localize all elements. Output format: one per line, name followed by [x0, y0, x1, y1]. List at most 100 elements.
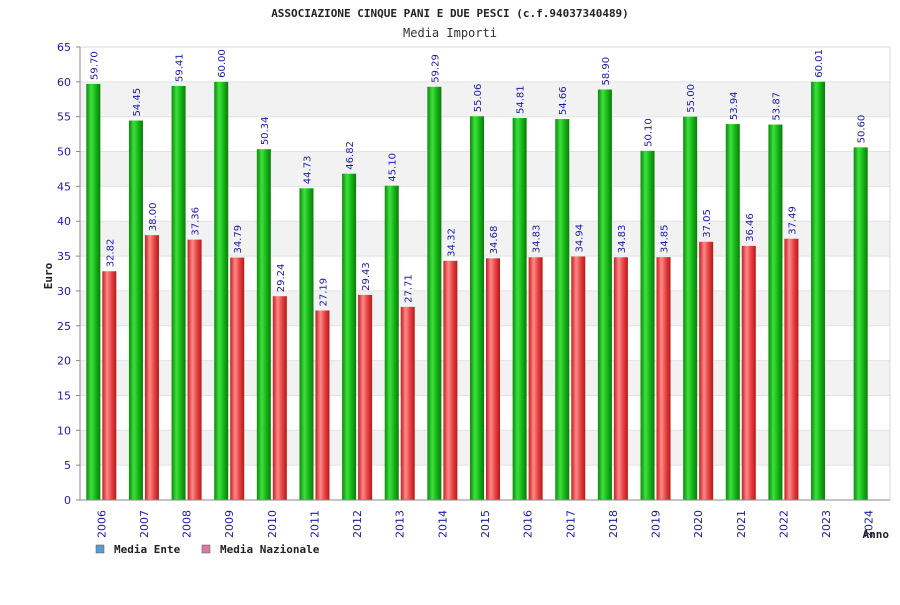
x-tick-label: 2023: [820, 510, 833, 538]
value-label: 60.00: [217, 49, 228, 78]
bar-media-ente-2012: [342, 173, 357, 500]
y-tick-label: 5: [64, 459, 71, 472]
x-tick-label: 2016: [522, 510, 535, 538]
legend: Media Ente Media Nazionale: [95, 543, 320, 556]
bar-media-ente-2008: [171, 85, 186, 500]
value-label: 58.90: [601, 57, 612, 86]
value-label: 37.36: [191, 207, 202, 236]
value-label: 53.87: [771, 92, 782, 121]
y-tick-label: 50: [57, 146, 71, 159]
value-label: 50.60: [857, 115, 868, 144]
bar-media-nazionale-2020: [699, 241, 714, 501]
x-tick-label: 2011: [308, 510, 321, 538]
x-tick-label: 2021: [735, 510, 748, 538]
value-label: 37.49: [787, 206, 798, 235]
x-tick-label: 2019: [650, 510, 663, 538]
y-tick-label: 35: [57, 250, 71, 263]
bar-media-ente-2009: [214, 81, 229, 500]
value-label: 34.32: [446, 228, 457, 257]
x-axis-label: Anno: [863, 528, 890, 541]
bar-media-nazionale-2021: [741, 245, 756, 500]
legend-swatch-media-nazionale: [201, 544, 211, 554]
value-label: 34.83: [617, 225, 628, 254]
value-label: 34.94: [574, 224, 585, 253]
y-tick-label: 25: [57, 320, 71, 333]
bar-media-nazionale-2019: [656, 257, 671, 500]
value-label: 34.83: [532, 225, 543, 254]
value-label: 54.66: [558, 86, 569, 115]
bar-media-ente-2006: [86, 83, 101, 500]
value-label: 32.82: [105, 239, 116, 268]
bar-media-nazionale-2007: [144, 235, 159, 500]
bar-media-nazionale-2017: [571, 256, 586, 500]
y-tick-label: 55: [57, 111, 71, 124]
y-tick-label: 60: [57, 76, 71, 89]
bar-media-nazionale-2018: [613, 257, 628, 500]
bar-media-ente-2024: [853, 147, 868, 500]
x-tick-label: 2012: [351, 510, 364, 538]
value-label: 29.24: [276, 264, 287, 293]
value-label: 29.43: [361, 262, 372, 291]
value-label: 54.45: [132, 88, 143, 117]
x-tick-label: 2008: [181, 510, 194, 538]
value-label: 59.41: [175, 53, 186, 82]
x-tick-label: 2014: [436, 510, 449, 538]
x-tick-label: 2013: [394, 510, 407, 538]
value-label: 46.82: [345, 141, 356, 170]
value-label: 27.19: [318, 278, 329, 307]
value-label: 34.79: [233, 225, 244, 254]
bar-media-nazionale-2006: [102, 271, 117, 500]
value-label: 59.70: [89, 51, 100, 80]
bar-media-nazionale-2011: [315, 310, 330, 500]
value-label: 55.06: [473, 84, 484, 113]
bar-media-nazionale-2016: [528, 257, 543, 500]
y-tick-label: 20: [57, 355, 71, 368]
bar-media-ente-2020: [683, 116, 698, 500]
x-tick-label: 2018: [607, 510, 620, 538]
x-tick-label: 2024: [863, 510, 876, 538]
legend-label-media-nazionale: Media Nazionale: [220, 543, 320, 556]
x-tick-label: 2009: [223, 510, 236, 538]
value-label: 45.10: [388, 153, 399, 182]
y-tick-label: 0: [64, 494, 71, 507]
bar-media-nazionale-2014: [443, 260, 458, 500]
grid-band: [80, 47, 890, 82]
value-label: 59.29: [430, 54, 441, 83]
y-tick-label: 30: [57, 285, 71, 298]
bar-media-nazionale-2009: [230, 257, 245, 500]
y-tick-label: 10: [57, 424, 71, 437]
bar-media-nazionale-2015: [486, 258, 500, 500]
bar-media-nazionale-2010: [272, 296, 287, 500]
value-label: 50.34: [260, 117, 271, 146]
bar-media-ente-2010: [256, 149, 271, 500]
value-label: 44.73: [302, 156, 313, 185]
grid-band: [80, 81, 890, 117]
bar-media-ente-2016: [512, 118, 527, 500]
bar-media-ente-2019: [640, 150, 655, 500]
y-tick-label: 40: [57, 215, 71, 228]
x-tick-label: 2015: [479, 510, 492, 538]
x-tick-label: 2010: [266, 510, 279, 538]
bar-media-ente-2011: [299, 188, 314, 501]
y-axis-label: Euro: [42, 262, 55, 289]
bar-media-nazionale-2022: [784, 238, 799, 500]
legend-swatch-media-ente: [95, 544, 105, 554]
bar-media-ente-2014: [427, 86, 442, 500]
y-tick-label: 15: [57, 389, 71, 402]
value-labels: 59.70 32.82 54.45 38.00 59.41 37.36 60.00 34.79…: [89, 49, 867, 306]
bar-media-ente-2007: [128, 120, 143, 500]
value-label: 34.68: [489, 226, 500, 255]
value-label: 38.00: [148, 203, 159, 232]
bar-media-ente-2015: [470, 116, 484, 500]
value-label: 55.00: [686, 84, 697, 113]
x-tick-label: 2006: [95, 510, 108, 538]
value-label: 27.71: [404, 274, 415, 303]
x-tick-label: 2020: [692, 510, 705, 538]
bars: [86, 81, 868, 501]
value-label: 60.01: [814, 49, 825, 78]
bar-media-ente-2023: [811, 81, 826, 500]
value-label: 54.81: [516, 85, 527, 114]
bar-media-ente-2021: [725, 124, 740, 501]
